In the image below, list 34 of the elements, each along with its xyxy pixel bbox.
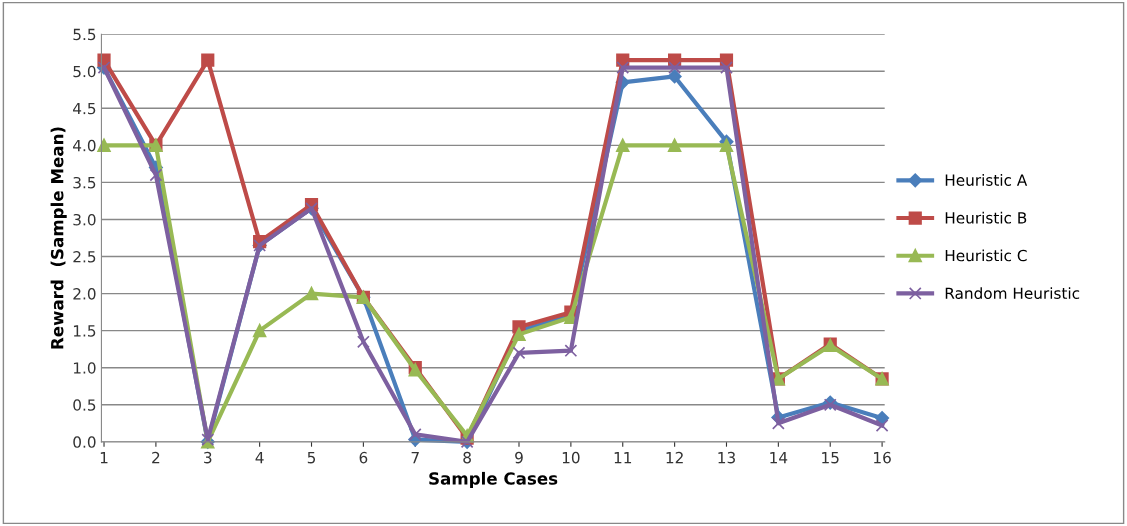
x-tick-label: 12	[666, 451, 683, 464]
y-tick-label: 5.0	[73, 65, 96, 78]
y-tick-label: 0.5	[73, 399, 96, 411]
y-tick-label: 2.0	[73, 288, 96, 300]
x-tick-label: 15	[822, 452, 839, 464]
x-tick-label: 6	[359, 451, 368, 464]
x-tick-label: 3	[204, 451, 212, 464]
x-tick-label: 8	[463, 451, 471, 464]
y-tick-label: 2.5	[73, 251, 96, 263]
x-tick-label: 14	[770, 452, 788, 464]
x-tick-label: 16	[874, 451, 891, 464]
x-tick-label: 7	[411, 452, 419, 464]
x-tick-label: 5	[307, 452, 316, 464]
y-axis-title: Reward (Sample Mean)	[50, 127, 67, 349]
x-tick-label: 11	[614, 452, 632, 464]
y-tick-label: 0.0	[73, 436, 96, 448]
x-tick-label: 2	[152, 451, 160, 464]
x-axis-title: Sample Cases	[429, 471, 558, 489]
y-tick-label: 3.0	[73, 213, 96, 226]
legend-label: Heuristic C	[945, 249, 1027, 262]
y-tick-label: 5.5	[73, 28, 96, 41]
y-tick-label: 4.0	[73, 139, 96, 152]
x-tick-label: 9	[515, 451, 523, 464]
y-tick-label: 4.5	[73, 102, 96, 115]
y-tick-label: 3.5	[73, 176, 96, 189]
legend-label: Heuristic B	[945, 211, 1027, 224]
legend-label: Random Heuristic	[945, 287, 1080, 299]
x-tick-label: 10	[562, 451, 580, 464]
x-tick-label: 1	[100, 452, 108, 464]
y-tick-label: 1.0	[73, 362, 96, 374]
x-tick-label: 13	[718, 451, 735, 464]
legend-label: Heuristic A	[945, 174, 1028, 186]
y-tick-label: 1.5	[73, 325, 96, 337]
x-tick-label: 4	[255, 452, 264, 464]
